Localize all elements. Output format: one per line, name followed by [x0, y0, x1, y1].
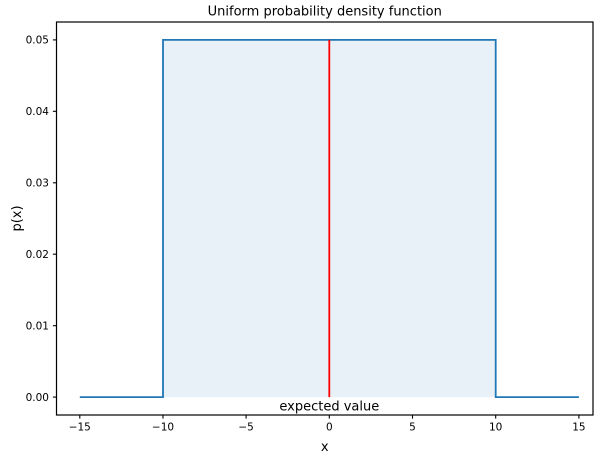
- y-tick-label: 0.04: [26, 106, 50, 118]
- y-tick-label: 0.02: [26, 249, 49, 261]
- x-tick-label: −15: [69, 422, 91, 434]
- chart-title: Uniform probability density function: [208, 5, 442, 20]
- x-tick-label: −5: [238, 422, 253, 434]
- y-tick-label: 0.00: [26, 392, 49, 404]
- y-axis-label: p(x): [10, 205, 25, 231]
- x-tick-label: −10: [152, 422, 174, 434]
- y-tick-label: 0.03: [26, 178, 49, 190]
- x-axis-ticks: −15 −10 −5 0 5 10 15: [69, 415, 586, 434]
- x-axis-label: x: [321, 440, 329, 455]
- x-tick-label: 5: [409, 422, 416, 434]
- x-tick-label: 15: [572, 422, 585, 434]
- series-layer: [79, 39, 579, 398]
- y-tick-label: 0.05: [26, 35, 49, 47]
- expected-value-annotation: expected value: [279, 400, 379, 415]
- x-tick-label: 10: [489, 422, 502, 434]
- y-tick-label: 0.01: [26, 320, 49, 332]
- axes-frame: [55, 21, 594, 416]
- y-axis-ticks: 0.00 0.01 0.02 0.03 0.04 0.05: [26, 35, 57, 404]
- x-tick-label: 0: [326, 422, 333, 434]
